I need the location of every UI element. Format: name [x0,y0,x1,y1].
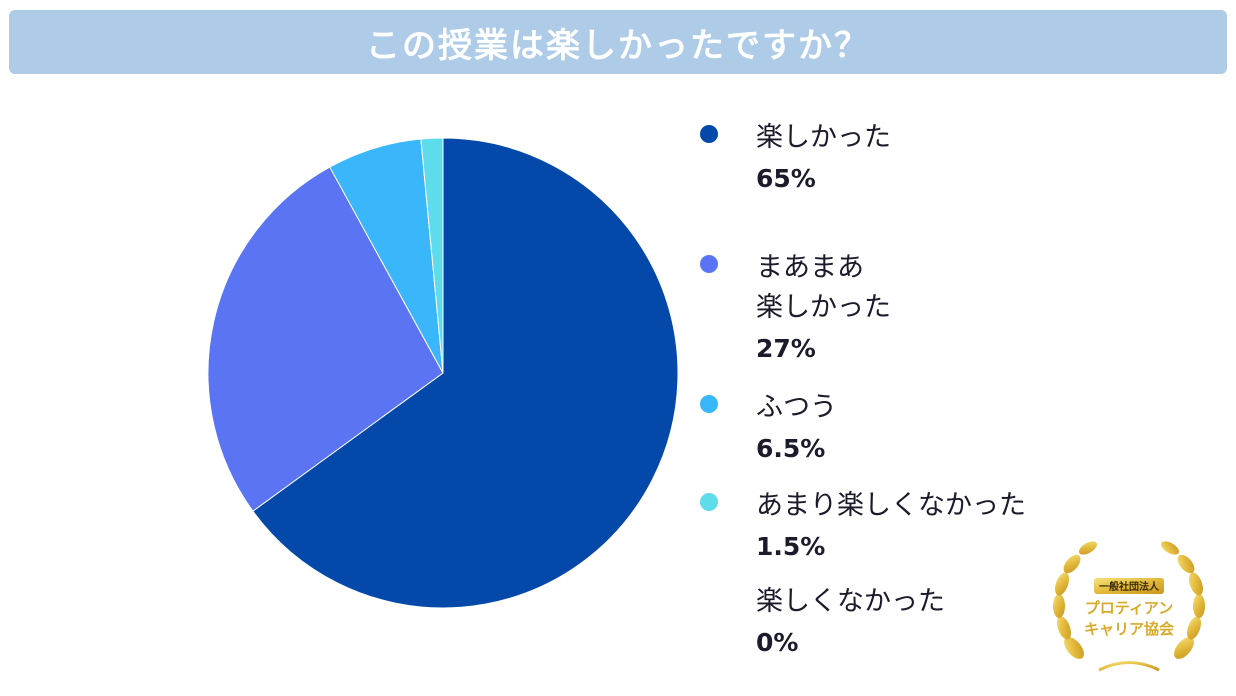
legend-value: 65% [756,164,816,193]
badge-line3: キャリア協会 [1084,620,1174,638]
legend-dot-icon [700,395,718,413]
title-banner: この授業は楽しかったですか？ [9,10,1227,74]
badge-line1: 一般社団法人 [1099,580,1160,593]
legend-label: まあまあ 楽しかった [756,252,891,323]
chart-title: この授業は楽しかったですか？ [366,25,870,66]
badge-line2: プロティアン [1085,599,1174,617]
legend-dot-icon [700,493,718,511]
pie-slice [420,137,444,374]
association-badge-logo: 一般社団法人 プロティアン キャリア協会 [1053,541,1205,672]
pie-slice [207,166,444,512]
legend-value: 6.5% [756,434,826,463]
legend-dot-icon [700,125,718,143]
legend-dot-icon [700,255,718,273]
legend-label: あまり楽しくなかった [756,490,1026,521]
badge-ribbon [1094,578,1164,594]
pie-slice [252,137,679,609]
legend-value: 27% [756,334,816,363]
legend-label: 楽しかった [756,122,891,153]
pie-chart [190,86,710,642]
legend-label: ふつう [756,392,837,423]
laurel-wreath-icon [1053,541,1205,672]
legend-value: 0% [756,628,799,657]
legend-label: 楽しくなかった [756,586,945,617]
legend-value: 1.5% [756,532,826,561]
